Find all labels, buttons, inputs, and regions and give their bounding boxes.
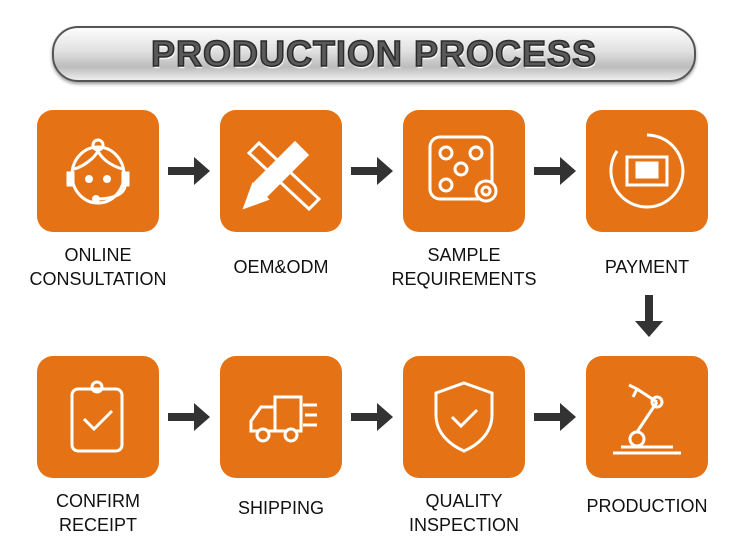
step-quality-inspection xyxy=(403,356,525,478)
step-shipping xyxy=(220,356,342,478)
step-label: CONFIRM RECEIPT xyxy=(56,491,140,535)
title-banner: PRODUCTION PROCESS xyxy=(52,26,696,82)
step-payment xyxy=(586,110,708,232)
sample-gear-icon xyxy=(428,135,498,203)
step-sample-requirements xyxy=(403,110,525,232)
arrow-right-icon xyxy=(351,403,393,431)
arrow-right-icon xyxy=(168,157,210,185)
step-label: SAMPLE REQUIREMENTS xyxy=(391,245,537,289)
step-oem-odm xyxy=(220,110,342,232)
arrow-down-icon xyxy=(635,295,663,337)
step-confirm-receipt xyxy=(37,356,159,478)
pencil-ruler-icon xyxy=(242,140,321,211)
page-title: PRODUCTION PROCESS xyxy=(150,32,598,75)
step-label: PRODUCTION xyxy=(586,496,708,516)
robot-arm-icon xyxy=(613,383,681,455)
arrow-right-icon xyxy=(351,157,393,185)
headset-person-icon xyxy=(66,138,130,205)
arrow-right-icon xyxy=(534,157,576,185)
wallet-yen-icon xyxy=(609,133,685,209)
step-label: OEM&ODM xyxy=(233,257,329,277)
truck-icon xyxy=(249,395,317,443)
clipboard-check-icon xyxy=(70,380,124,453)
shield-check-icon xyxy=(434,381,494,453)
step-label: QUALITY INSPECTION xyxy=(408,491,519,535)
arrow-right-icon xyxy=(534,403,576,431)
step-online-consultation xyxy=(37,110,159,232)
step-production xyxy=(586,356,708,478)
step-label: PAYMENT xyxy=(604,257,690,277)
arrow-right-icon xyxy=(168,403,210,431)
step-label: ONLINE CONSULTATION xyxy=(29,245,167,289)
step-label: SHIPPING xyxy=(237,498,325,518)
